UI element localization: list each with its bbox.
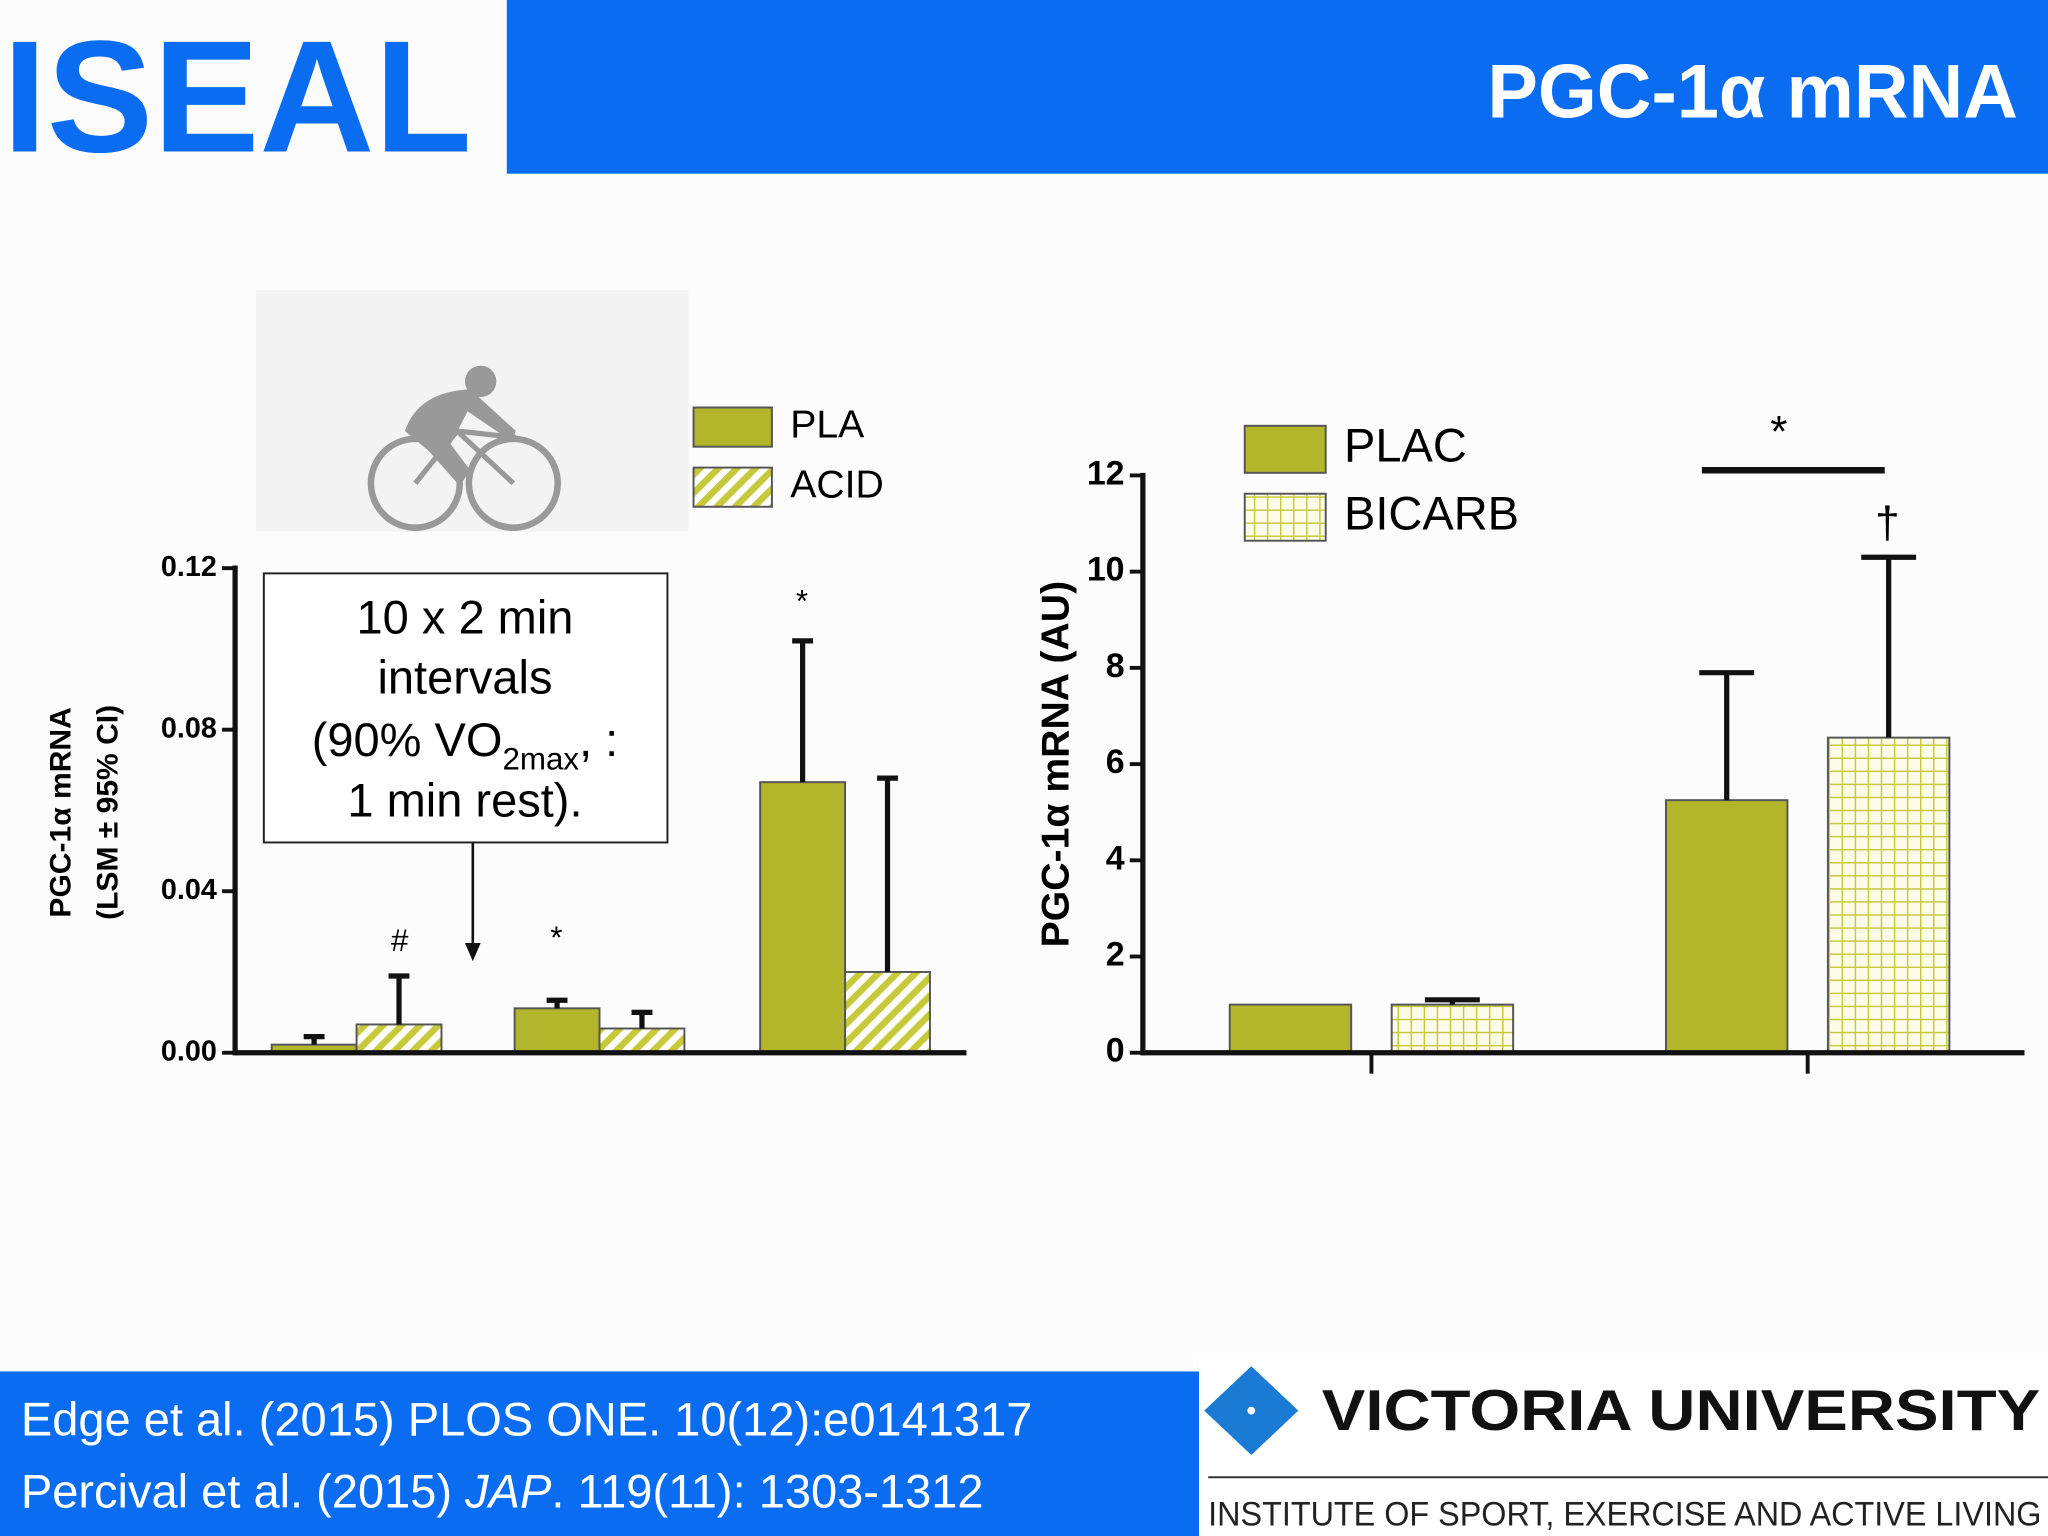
bar: [598, 1027, 686, 1054]
box-text: 1 min rest).: [347, 773, 582, 826]
annotation: *: [796, 583, 808, 618]
cyclist-image: [256, 289, 689, 532]
box-text-part: (90% VO: [312, 713, 503, 766]
annotation: #: [391, 923, 409, 958]
bar: [513, 1007, 601, 1054]
error-bar: [631, 1009, 653, 1029]
box-text: (90% VO2max, :: [312, 713, 619, 776]
footer-bar: [0, 1371, 1200, 1536]
header-bar: [506, 0, 2048, 174]
university-logo: VICTORIA UNIVERSITY INSTITUTE OF SPORT, …: [1199, 1358, 2048, 1536]
box-text-part: , :: [579, 713, 618, 766]
y-tick-label: 4: [1106, 839, 1125, 877]
bar: [759, 781, 847, 1054]
error-bar: [546, 997, 568, 1009]
bar: [1390, 1003, 1515, 1054]
error-bar: [388, 973, 410, 1025]
y-tick-label: 0.04: [161, 874, 217, 906]
bar: [355, 1023, 443, 1054]
y-tick-label: 10: [1087, 551, 1125, 589]
citation-text: Percival et al. (2015): [21, 1464, 465, 1517]
y-tick-label: 2: [1106, 935, 1125, 973]
logo: ISEAL: [3, 8, 472, 186]
box-text-subscript: 2max: [502, 741, 579, 776]
citation-journal: JAP: [464, 1464, 552, 1517]
annotation: *: [1770, 408, 1787, 457]
box-text: 10 x 2 min: [357, 590, 574, 643]
bar: [1664, 799, 1789, 1054]
error-bar: [877, 775, 898, 972]
y-tick-label: 12: [1087, 454, 1125, 492]
legend-swatch: [1243, 492, 1327, 542]
error-bar: [1699, 670, 1755, 801]
protocol-box: 10 x 2 min intervals (90% VO2max, : 1 mi…: [262, 572, 669, 962]
box-text: intervals: [377, 651, 552, 704]
error-bar: [303, 1033, 325, 1045]
legend-swatch: [692, 406, 773, 448]
error-bar: [1861, 554, 1917, 738]
y-tick-label: 0.08: [161, 712, 217, 744]
university-subtitle: INSTITUTE OF SPORT, EXERCISE AND ACTIVE …: [1208, 1496, 2041, 1534]
y-tick-label: 6: [1106, 743, 1125, 781]
y-axis-label: (LSM ± 95% CI): [92, 705, 125, 920]
bar: [844, 970, 931, 1054]
y-tick-label: 0.00: [161, 1035, 217, 1067]
citation-text: Edge et al. (2015) PLOS ONE. 10(12):e014…: [21, 1392, 1032, 1445]
legend-label: BICARB: [1344, 487, 1519, 540]
y-axis-label: PGC-1α mRNA: [45, 707, 78, 917]
bar: [1826, 736, 1951, 1054]
citation: Percival et al. (2015) JAP. 119(11): 130…: [21, 1464, 984, 1517]
citation-text: . 119(11): 1303-1312: [551, 1464, 983, 1517]
y-tick-label: 0.12: [161, 551, 217, 583]
university-name: VICTORIA UNIVERSITY: [1322, 1379, 2040, 1443]
legend-swatch: [692, 466, 773, 508]
error-bar: [1424, 997, 1480, 1005]
legend-swatch: [1243, 424, 1327, 474]
slide-title: PGC-1α mRNA: [1487, 50, 2018, 135]
annotation: *: [550, 920, 562, 955]
y-axis-label: PGC-1α mRNA (AU): [1034, 581, 1077, 947]
error-bar: [792, 638, 814, 783]
bar: [1228, 1003, 1353, 1054]
y-tick-label: 0: [1106, 1032, 1125, 1070]
legend-label: PLAC: [1344, 419, 1467, 472]
citation: Edge et al. (2015) PLOS ONE. 10(12):e014…: [21, 1392, 1032, 1445]
y-tick-label: 8: [1106, 647, 1125, 685]
legend-label: ACID: [790, 464, 884, 507]
legend-label: PLA: [790, 403, 865, 446]
annotation: †: [1875, 499, 1900, 548]
